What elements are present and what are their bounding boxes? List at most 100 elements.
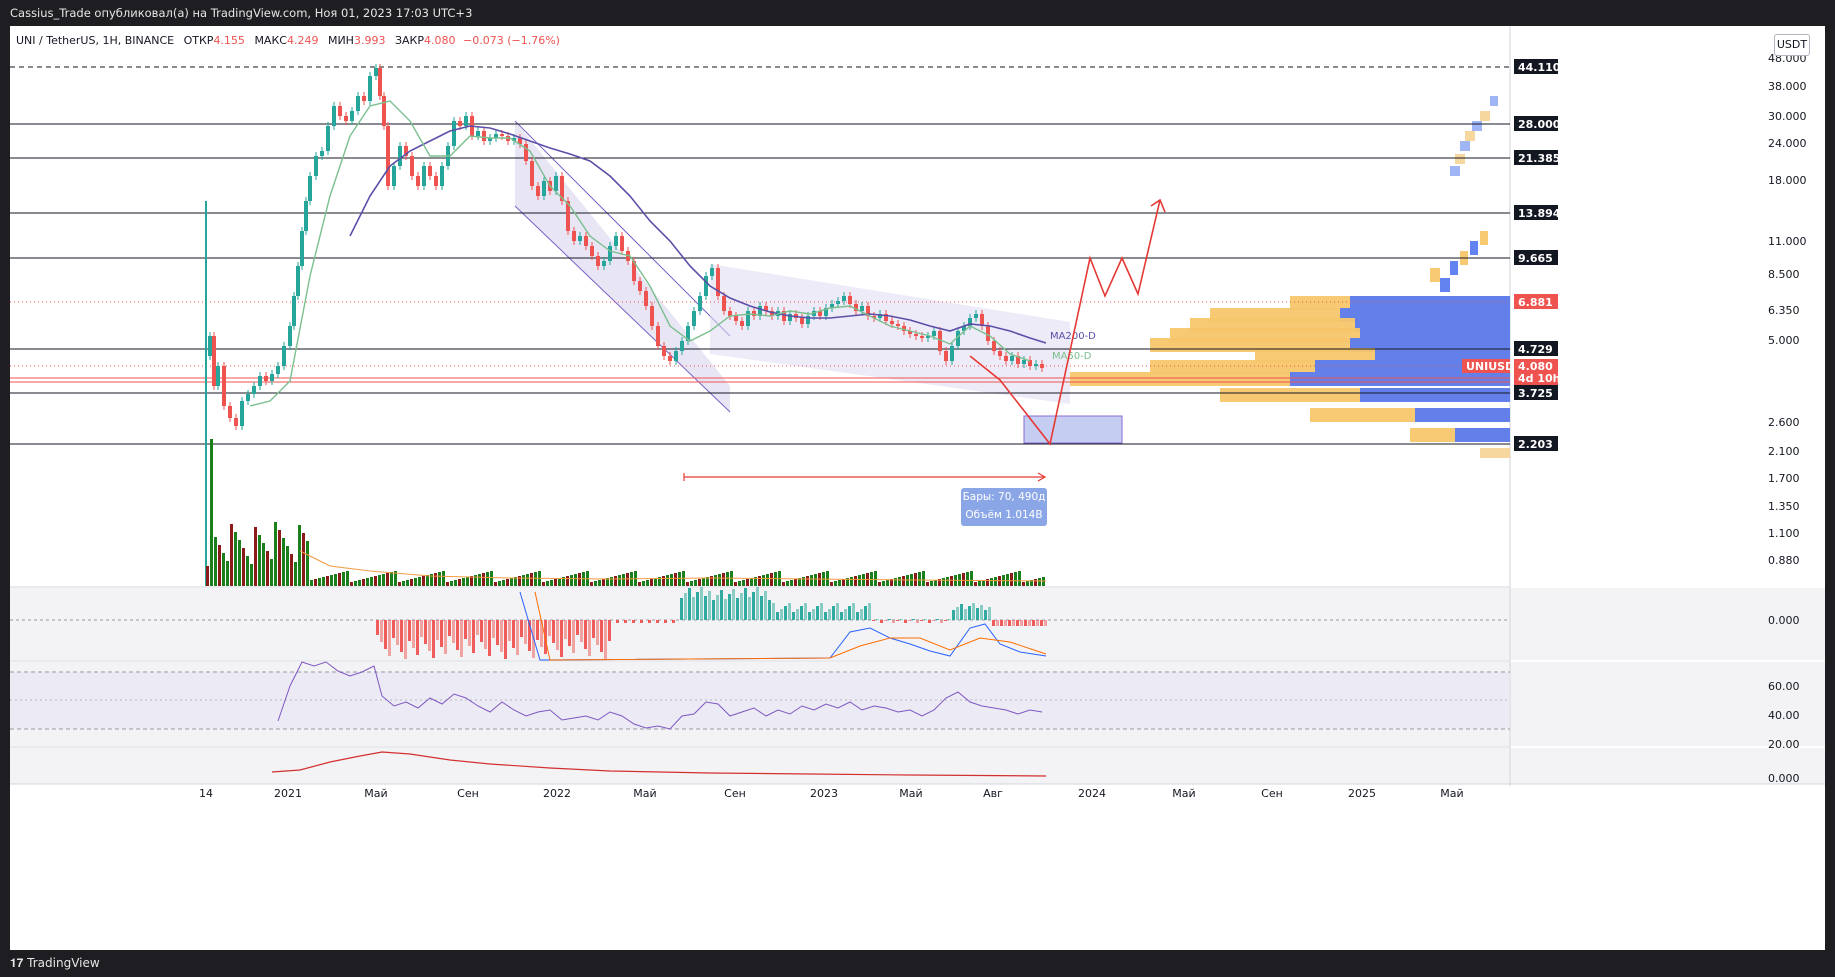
volume-profile-bar (1480, 448, 1510, 458)
ma50-line[interactable] (249, 100, 1031, 407)
macd-bar (756, 587, 759, 620)
macd-bar (688, 588, 691, 620)
currency-button[interactable]: USDT (1774, 34, 1810, 56)
macd-bar (740, 593, 743, 620)
candle-body (392, 166, 396, 186)
volume-bar (342, 572, 345, 586)
volume-bar (362, 579, 365, 586)
volume-bar (514, 577, 517, 586)
flat-channel[interactable] (710, 264, 1070, 404)
time-axis-label: 14 (199, 787, 213, 800)
horizontal-levels[interactable] (10, 66, 1510, 445)
candle-body (662, 346, 666, 356)
macd-bar (1040, 620, 1043, 626)
candle-body (818, 311, 822, 316)
candle-body (332, 106, 336, 126)
candle-body (752, 311, 756, 316)
ma200-line[interactable] (349, 125, 1047, 344)
volume-bar (706, 577, 709, 586)
candle-body (896, 324, 900, 326)
macd-bar (392, 620, 395, 638)
candle-body (962, 326, 966, 331)
volume-bar (274, 522, 277, 586)
macd-bar (528, 620, 531, 651)
descending-channel[interactable] (515, 121, 730, 412)
macd-bar (460, 620, 463, 657)
candle-body (872, 316, 876, 318)
macd-bar (764, 591, 767, 620)
candle-body (422, 166, 426, 186)
candle-body (246, 394, 250, 401)
volume-bar (994, 577, 997, 586)
volume-bar (466, 577, 469, 586)
volume-bar (350, 582, 353, 586)
candlesticks (205, 64, 1044, 586)
level-tag-text: 13.894 (1518, 207, 1561, 220)
volume-bar (406, 580, 409, 586)
macd-bar (656, 620, 659, 623)
candle-body (1034, 364, 1038, 366)
volume-bar (462, 578, 465, 586)
macd-bar (724, 599, 727, 620)
volume-bar (834, 581, 837, 586)
candle-body (944, 351, 948, 361)
volume-bar (970, 571, 973, 586)
candle-body (452, 121, 456, 146)
channel-upper-line[interactable] (514, 120, 731, 337)
volume-bar (318, 578, 321, 586)
volume-bar (886, 580, 889, 586)
level-tag-text: 9.665 (1518, 252, 1553, 265)
projection-path[interactable] (969, 199, 1161, 446)
macd-bar (848, 606, 851, 620)
macd-bar (700, 587, 703, 620)
candle-body (252, 386, 256, 394)
measure-arrowhead (1037, 472, 1047, 482)
chart-frame[interactable]: MA200-D MA50-D 48.000 38.000 30.000 24.000 1… (10, 26, 1825, 950)
volume-bar (874, 571, 877, 586)
volume-bar (734, 582, 737, 586)
volume-bar (1038, 578, 1041, 586)
candle-body (698, 296, 702, 311)
volume-bar (746, 579, 749, 586)
time-axis-label: 2024 (1078, 787, 1106, 800)
candle-body (656, 326, 660, 346)
macd-bar (1000, 620, 1003, 626)
candle-body (968, 318, 972, 326)
macd-bar (548, 620, 551, 636)
time-axis-label: Сен (724, 787, 746, 800)
macd-bar (536, 620, 539, 640)
time-axis[interactable]: 14 2021 Май Сен 2022 Май Сен 2023 Май Авг 2024 Май С… (199, 787, 1464, 800)
macd-bar (448, 620, 451, 636)
change-value: −0.073 (−1.76%) (462, 34, 560, 47)
candle-body (674, 351, 678, 361)
volume-bar (638, 582, 641, 586)
tradingview-logo[interactable]: 𝟏𝟕 TradingView (10, 950, 100, 977)
volume-bar (766, 574, 769, 586)
macd-bar (780, 609, 783, 620)
level-tag (1514, 116, 1558, 131)
macd-bar (832, 606, 835, 620)
volume-bar (438, 572, 441, 586)
candle-body (668, 356, 672, 361)
volume-bar (646, 580, 649, 586)
target-zone-box[interactable] (1023, 415, 1123, 444)
candle-body (234, 418, 238, 426)
volume-bar (386, 573, 389, 586)
volume-bar (450, 581, 453, 586)
publisher-bar: Cassius_Trade опубликовал(а) на TradingV… (0, 0, 1835, 26)
macd-bar (384, 620, 387, 649)
chart-canvas[interactable]: MA200-D MA50-D 48.00038.00030.00024.0001… (10, 26, 1825, 950)
volume-bar (294, 562, 297, 586)
volume-bar (1042, 577, 1045, 586)
measure-info-box[interactable]: Бары: 70, 490д Объём 1.014B (961, 488, 1047, 526)
macd-bar (396, 620, 399, 645)
macd-bar (696, 592, 699, 620)
symbol-name[interactable]: UNI / TetherUS, 1H, BINANCE (16, 34, 175, 47)
volume-bar (310, 580, 313, 586)
macd-bar (604, 620, 607, 659)
price-scale[interactable]: 48.00038.00030.00024.00018.00011.0008.50… (1768, 52, 1807, 567)
candle-body (650, 306, 654, 326)
macd-bar (708, 591, 711, 620)
candle-body (240, 401, 244, 426)
level-tags: 44.110 28.000 21.385 13.894 9.665 6.881 4.729 3… (1514, 59, 1561, 451)
